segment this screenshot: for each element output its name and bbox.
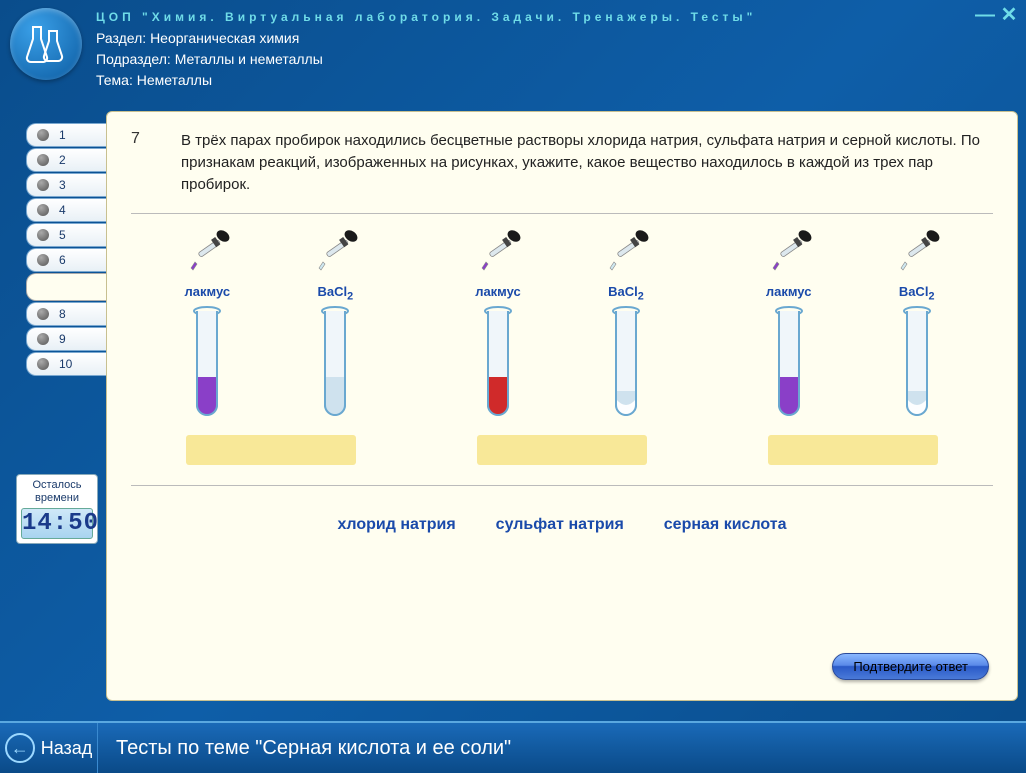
question-tab-10[interactable]: 10 <box>26 352 106 376</box>
status-dot-icon <box>37 179 49 191</box>
choice-3[interactable]: серная кислота <box>664 516 787 534</box>
reagent-label-bacl2: BaCl2 <box>608 284 644 303</box>
footer: ← Назад Тесты по теме "Серная кислота и … <box>0 721 1026 773</box>
question-tab-label: 8 <box>59 307 66 321</box>
question-tab-4[interactable]: 4 <box>26 198 106 222</box>
question-nav-sidebar: 1 2 3 4 5 6 8 9 10 Осталось времени 14:50 <box>8 111 106 701</box>
answer-dropzone[interactable] <box>477 435 647 465</box>
dropper-bacl2: BaCl2 <box>295 228 375 303</box>
status-dot-icon <box>37 229 49 241</box>
question-tab-8[interactable]: 8 <box>26 302 106 326</box>
logo <box>10 8 82 80</box>
back-button[interactable]: ← Назад <box>0 723 98 773</box>
experiment-1: лакмус BaCl2 <box>141 228 401 465</box>
question-tab-label: 10 <box>59 357 72 371</box>
back-label: Назад <box>41 738 93 759</box>
dropper-litmus: лакмус <box>458 228 538 303</box>
app-title: ЦОП "Химия. Виртуальная лаборатория. Зад… <box>96 8 1012 26</box>
question-tab-6[interactable]: 6 <box>26 248 106 272</box>
choices-divider <box>131 485 993 486</box>
question-tab-9[interactable]: 9 <box>26 327 106 351</box>
topic-line: Тема: Неметаллы <box>96 70 1012 91</box>
status-dot-icon <box>37 154 49 166</box>
status-dot-icon <box>37 254 49 266</box>
close-button[interactable]: ✕ <box>1000 6 1018 24</box>
reagent-label-bacl2: BaCl2 <box>318 284 354 303</box>
timer-label: Осталось времени <box>21 479 93 505</box>
test-tube-a[interactable] <box>749 305 829 423</box>
status-dot-icon <box>37 204 49 216</box>
reagent-label-bacl2: BaCl2 <box>899 284 935 303</box>
question-tab-label: 3 <box>59 178 66 192</box>
status-dot-icon <box>37 333 49 345</box>
footer-title: Тесты по теме "Серная кислота и ее соли" <box>98 723 1026 773</box>
answer-dropzone[interactable] <box>186 435 356 465</box>
question-tab-2[interactable]: 2 <box>26 148 106 172</box>
test-tube-b[interactable] <box>295 305 375 423</box>
question-tab-7[interactable] <box>26 273 106 301</box>
reagent-label-litmus: лакмус <box>475 284 521 299</box>
dropper-litmus: лакмус <box>749 228 829 303</box>
section-line: Раздел: Неорганическая химия <box>96 28 1012 49</box>
experiment-3: лакмус BaCl2 <box>723 228 983 465</box>
dropper-bacl2: BaCl2 <box>877 228 957 303</box>
status-dot-icon <box>37 308 49 320</box>
choice-1[interactable]: хлорид натрия <box>337 516 455 534</box>
choices-row: хлорид натрия сульфат натрия серная кисл… <box>131 516 993 534</box>
question-tab-label: 6 <box>59 253 66 267</box>
minimize-button[interactable]: — <box>976 6 994 24</box>
timer-value: 14:50 <box>21 508 93 539</box>
test-tube-a[interactable] <box>167 305 247 423</box>
arrow-left-icon: ← <box>5 733 35 763</box>
status-dot-icon <box>37 358 49 370</box>
question-tab-label: 2 <box>59 153 66 167</box>
question-number: 7 <box>131 130 151 195</box>
question-tab-label: 1 <box>59 128 66 142</box>
answer-dropzone[interactable] <box>768 435 938 465</box>
question-divider <box>131 213 993 214</box>
question-tab-3[interactable]: 3 <box>26 173 106 197</box>
question-tab-label: 4 <box>59 203 66 217</box>
experiment-2: лакмус BaCl2 <box>432 228 692 465</box>
timer-box: Осталось времени 14:50 <box>16 474 98 544</box>
test-tube-b[interactable] <box>586 305 666 423</box>
question-tab-label: 9 <box>59 332 66 346</box>
question-tab-5[interactable]: 5 <box>26 223 106 247</box>
header: ЦОП "Химия. Виртуальная лаборатория. Зад… <box>0 0 1026 99</box>
choice-2[interactable]: сульфат натрия <box>496 516 624 534</box>
subsection-line: Подраздел: Металлы и неметаллы <box>96 49 1012 70</box>
status-dot-icon <box>37 129 49 141</box>
dropper-bacl2: BaCl2 <box>586 228 666 303</box>
question-tab-label: 5 <box>59 228 66 242</box>
reagent-label-litmus: лакмус <box>185 284 231 299</box>
question-tab-1[interactable]: 1 <box>26 123 106 147</box>
question-text: В трёх парах пробирок находились бесцвет… <box>181 130 993 195</box>
reagent-label-litmus: лакмус <box>766 284 812 299</box>
confirm-button[interactable]: Подтвердите ответ <box>832 653 989 680</box>
test-tube-a[interactable] <box>458 305 538 423</box>
test-tube-b[interactable] <box>877 305 957 423</box>
dropper-litmus: лакмус <box>167 228 247 303</box>
question-panel: 7 В трёх парах пробирок находились бесцв… <box>106 111 1018 701</box>
experiments-row: лакмус BaCl2 <box>131 228 993 465</box>
